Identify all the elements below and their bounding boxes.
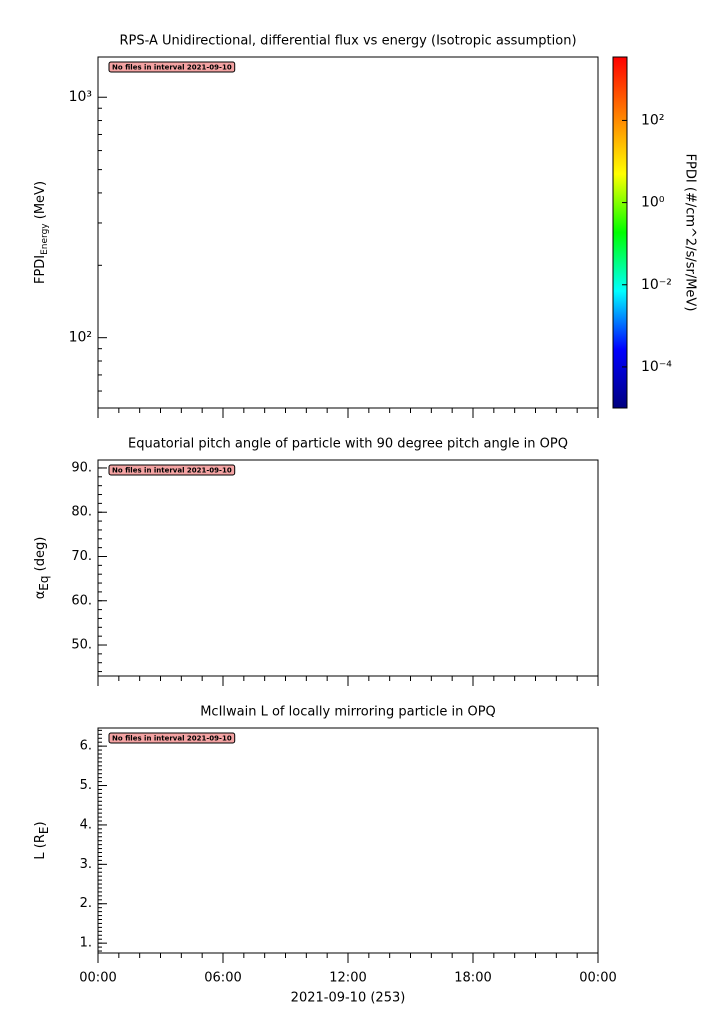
x-tick-label: 18:00 bbox=[454, 971, 491, 986]
colorbar-tick-label: 10⁻⁴ bbox=[641, 359, 672, 375]
y-tick-label: 90. bbox=[71, 460, 92, 475]
annotation-box bbox=[108, 61, 236, 73]
annotation-text: No files in interval 2021-09-10 bbox=[112, 735, 232, 743]
y-tick-label: 3. bbox=[80, 857, 92, 872]
y-label-sub: Eq bbox=[37, 576, 51, 591]
plot-frame bbox=[97, 56, 599, 409]
colorbar bbox=[612, 56, 628, 409]
y-label-suffix: (MeV) bbox=[33, 181, 48, 223]
y-label-sub: Energy bbox=[40, 223, 50, 255]
y-tick-label: 2. bbox=[80, 896, 92, 911]
y-tick-label: 70. bbox=[71, 549, 92, 564]
colorbar-tick-label: 10² bbox=[641, 112, 664, 128]
colorbar-tick-label: 10⁰ bbox=[641, 195, 665, 211]
panel-title: RPS-A Unidirectional, differential flux … bbox=[119, 34, 576, 49]
y-tick-label: 80. bbox=[71, 505, 92, 520]
x-tick-label: 06:00 bbox=[204, 971, 241, 986]
y-tick-label: 10³ bbox=[69, 89, 92, 105]
plot-frame bbox=[97, 727, 599, 954]
y-label-sub: E bbox=[37, 827, 51, 835]
x-tick-label: 12:00 bbox=[329, 971, 366, 986]
y-tick-label: 10² bbox=[69, 330, 92, 346]
y-label-suffix: ) bbox=[33, 821, 48, 826]
x-tick-label: 00:00 bbox=[579, 971, 616, 986]
y-tick-label: 5. bbox=[80, 778, 92, 793]
panel-title: McIlwain L of locally mirroring particle… bbox=[200, 705, 496, 720]
annotation-box bbox=[108, 464, 236, 476]
plot-frame bbox=[97, 459, 599, 677]
y-label-text: FPDI bbox=[33, 255, 48, 284]
annotation: No files in interval 2021-09-10 bbox=[108, 61, 236, 73]
y-label-suffix: (deg) bbox=[33, 537, 48, 576]
y-tick-label: 4. bbox=[80, 817, 92, 832]
y-tick-label: 6. bbox=[80, 739, 92, 754]
y-axis-label: αEq (deg) bbox=[33, 537, 51, 600]
y-tick-label: 1. bbox=[80, 936, 92, 951]
y-axis-label: L (RE) bbox=[33, 821, 51, 859]
x-axis-label: 2021-09-10 (253) bbox=[291, 991, 406, 1006]
annotation-text: No files in interval 2021-09-10 bbox=[112, 467, 232, 475]
annotation: No files in interval 2021-09-10 bbox=[108, 464, 236, 476]
colorbar-tick-label: 10⁻² bbox=[641, 277, 672, 293]
x-tick-label: 00:00 bbox=[79, 971, 116, 986]
colorbar-label: FPDI (#/cm^2/s/sr/MeV) bbox=[683, 154, 698, 312]
y-axis-label: FPDIEnergy (MeV) bbox=[33, 181, 50, 284]
y-tick-label: 60. bbox=[71, 593, 92, 608]
annotation-box bbox=[108, 732, 236, 744]
panel-title: Equatorial pitch angle of particle with … bbox=[128, 437, 568, 452]
y-tick-label: 50. bbox=[71, 638, 92, 653]
y-label-text: L (R bbox=[33, 834, 48, 859]
annotation-text: No files in interval 2021-09-10 bbox=[112, 64, 232, 72]
annotation: No files in interval 2021-09-10 bbox=[108, 732, 236, 744]
y-label-text: α bbox=[33, 591, 48, 600]
